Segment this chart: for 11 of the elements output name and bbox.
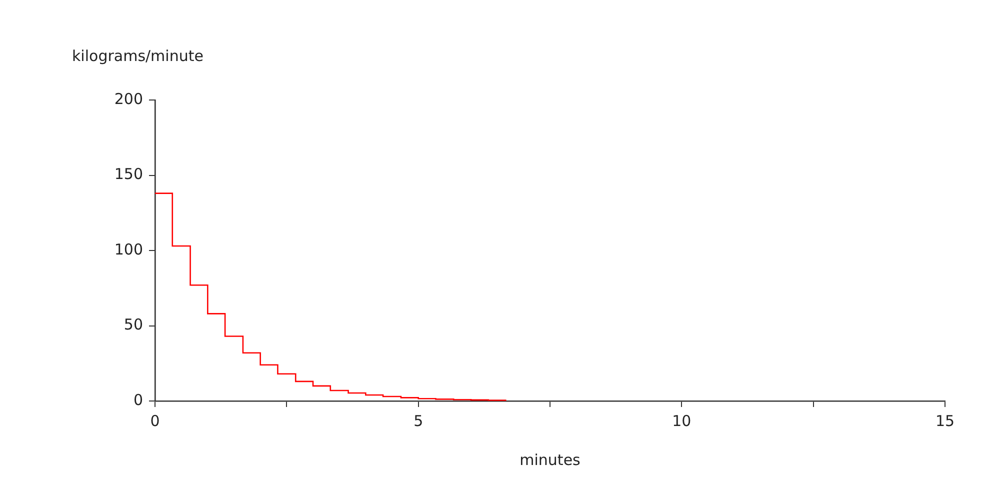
x-tick-label: 5 [414, 412, 424, 430]
x-tick-label: 0 [150, 412, 160, 430]
x-tick-label: 10 [672, 412, 692, 430]
x-axis-title: minutes [520, 450, 581, 469]
y-tick-label: 50 [124, 316, 143, 334]
y-tick-label: 0 [133, 390, 143, 409]
y-tick-label: 100 [114, 240, 143, 258]
y-tick-label: 200 [114, 90, 143, 108]
x-tick-label: 15 [935, 412, 955, 430]
y-axis-title: kilograms/minute [72, 46, 204, 65]
y-tick-label: 150 [114, 165, 143, 184]
